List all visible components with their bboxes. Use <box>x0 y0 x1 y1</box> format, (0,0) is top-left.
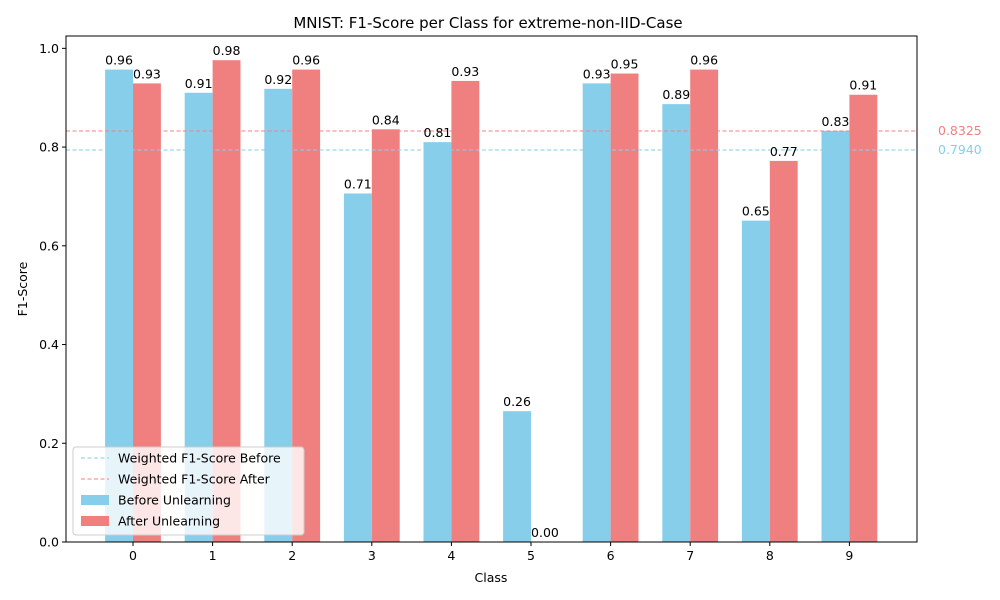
bar-after-class-8 <box>769 160 798 542</box>
data-label-after-class-7: 0.96 <box>690 53 718 68</box>
x-axis-label: Class <box>475 570 508 585</box>
data-label-after-class-6: 0.95 <box>611 57 639 72</box>
data-label-after-class-3: 0.84 <box>372 112 400 127</box>
bar-before-class-9 <box>821 130 850 542</box>
bar-before-class-8 <box>741 220 770 542</box>
y-tick-label: 0.6 <box>39 238 59 253</box>
data-label-after-class-9: 0.91 <box>849 78 877 93</box>
bar-before-class-6 <box>582 83 611 542</box>
bar-after-class-6 <box>610 73 639 542</box>
data-label-before-class-0: 0.96 <box>105 53 133 68</box>
data-label-after-class-0: 0.93 <box>133 66 161 81</box>
bar-after-class-7 <box>690 69 719 542</box>
data-label-after-class-4: 0.93 <box>451 64 479 79</box>
x-tick-label: 5 <box>527 548 535 563</box>
x-tick-label: 8 <box>766 548 774 563</box>
data-label-before-class-8: 0.65 <box>742 204 770 219</box>
legend-label-reference-before: Weighted F1-Score Before <box>118 451 281 466</box>
bar-before-class-7 <box>662 104 691 542</box>
y-tick-label: 0.4 <box>39 337 59 352</box>
legend-swatch-before <box>81 495 109 505</box>
data-label-before-class-3: 0.71 <box>344 176 372 191</box>
data-label-after-class-5: 0.00 <box>531 525 559 540</box>
x-tick-label: 9 <box>845 548 853 563</box>
legend: Weighted F1-Score Before Weighted F1-Scor… <box>72 446 305 536</box>
data-label-before-class-2: 0.92 <box>264 72 292 87</box>
x-tick-label: 2 <box>288 548 296 563</box>
legend-box <box>72 446 305 536</box>
data-label-before-class-5: 0.26 <box>503 394 531 409</box>
legend-label-reference-after: Weighted F1-Score After <box>118 472 271 487</box>
legend-label-after: After Unlearning <box>118 514 220 529</box>
data-label-before-class-6: 0.93 <box>583 66 611 81</box>
chart-title: MNIST: F1-Score per Class for extreme-no… <box>293 14 682 32</box>
data-label-before-class-7: 0.89 <box>662 87 690 102</box>
y-tick-label: 1.0 <box>39 41 59 56</box>
x-tick-label: 3 <box>368 548 376 563</box>
plot-frame <box>65 35 918 543</box>
data-label-after-class-2: 0.96 <box>292 53 320 68</box>
bar-before-class-4 <box>423 142 452 542</box>
data-label-after-class-8: 0.77 <box>770 144 798 159</box>
data-label-before-class-9: 0.83 <box>822 114 850 129</box>
data-label-before-class-1: 0.91 <box>185 76 213 91</box>
reference-line-label-after: 0.8325 <box>938 123 982 138</box>
bar-after-class-3 <box>371 129 400 543</box>
bar-after-class-4 <box>451 80 480 543</box>
y-tick-label: 0.0 <box>39 535 59 550</box>
y-axis-label: F1-Score <box>15 261 30 316</box>
y-tick-label: 0.2 <box>39 436 59 451</box>
data-label-before-class-4: 0.81 <box>424 125 452 140</box>
legend-swatch-after <box>81 516 109 526</box>
bar-after-class-9 <box>849 94 878 543</box>
legend-label-before: Before Unlearning <box>118 493 231 508</box>
bar-before-class-3 <box>343 193 372 543</box>
x-tick-label: 6 <box>607 548 615 563</box>
y-tick-label: 0.8 <box>39 140 59 155</box>
data-label-after-class-1: 0.98 <box>213 43 241 58</box>
x-tick-label: 1 <box>209 548 217 563</box>
reference-line-label-before: 0.7940 <box>938 142 982 157</box>
x-tick-label: 4 <box>447 548 455 563</box>
bar-before-class-5 <box>503 411 531 542</box>
x-tick-label: 0 <box>129 548 137 563</box>
x-tick-label: 7 <box>686 548 694 563</box>
